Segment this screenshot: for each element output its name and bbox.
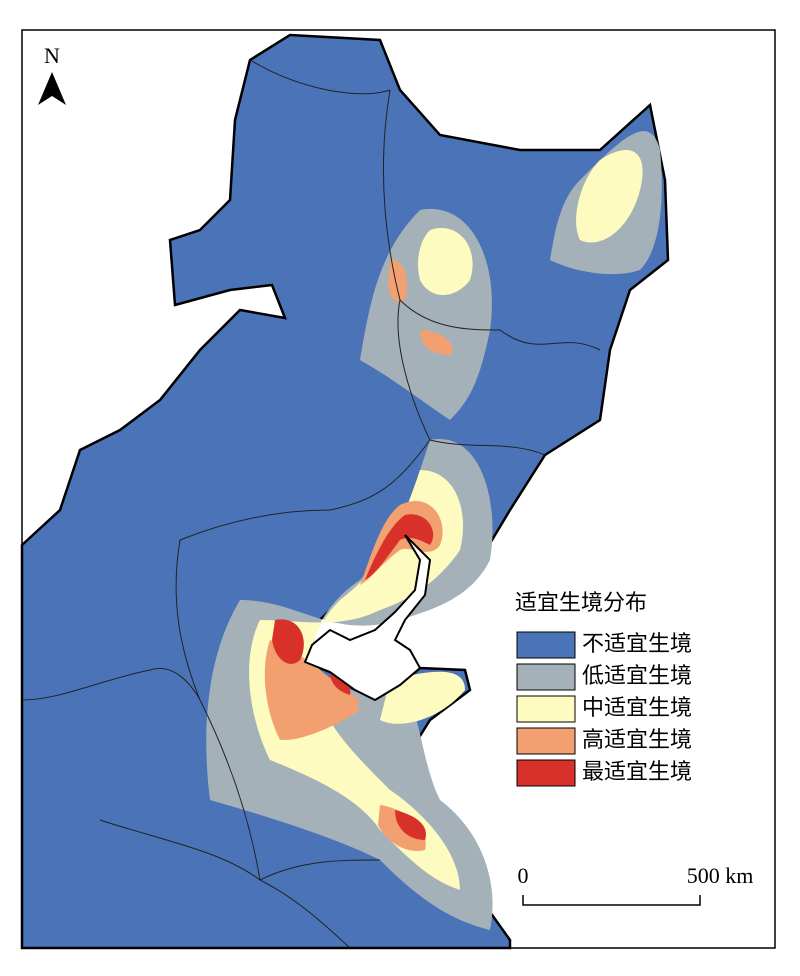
land — [20, 33, 670, 950]
legend-label: 最适宜生境 — [582, 759, 692, 784]
north-arrow-head — [38, 72, 66, 105]
scale-bar: 0 500 km — [518, 863, 754, 906]
legend-label: 低适宜生境 — [582, 663, 692, 688]
legend-swatch — [516, 727, 576, 755]
sea — [303, 534, 432, 702]
north-arrow: N — [38, 43, 66, 105]
scale-end: 500 km — [687, 863, 754, 888]
legend-label: 高适宜生境 — [582, 727, 692, 752]
habitat — [206, 131, 662, 930]
legend-label: 不适宜生境 — [582, 631, 692, 656]
legend-title: 适宜生境分布 — [515, 590, 647, 615]
legend-swatch — [516, 631, 576, 659]
legend-swatch — [516, 759, 576, 787]
scale-start: 0 — [518, 863, 529, 888]
map-frame — [21, 29, 776, 949]
legend-label: 中适宜生境 — [582, 695, 692, 720]
province-borders — [21, 59, 601, 949]
north-label: N — [44, 43, 60, 68]
legend-swatch — [516, 695, 576, 723]
legend-swatch — [516, 663, 576, 691]
scale-line — [522, 895, 701, 906]
